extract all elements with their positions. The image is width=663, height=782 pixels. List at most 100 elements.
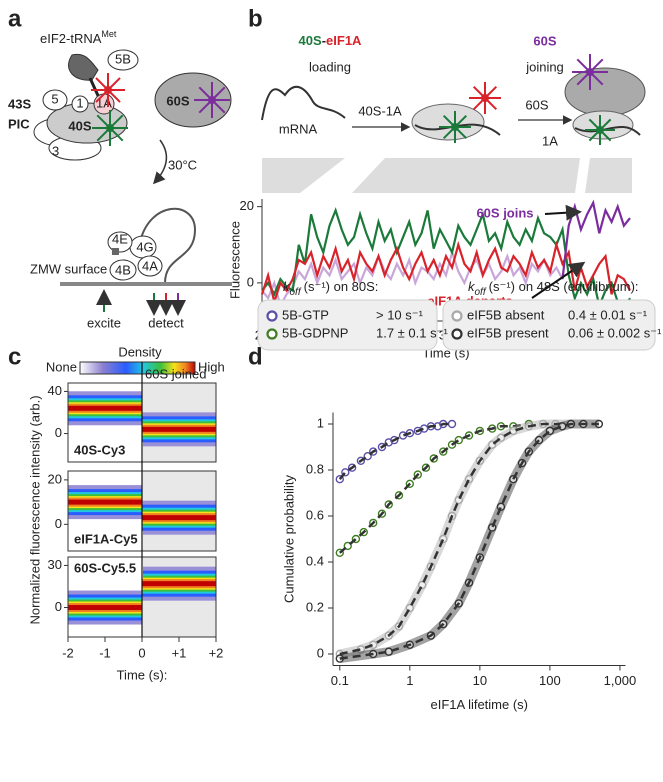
star-icon — [451, 123, 459, 131]
density-band — [142, 426, 216, 432]
star-icon — [586, 68, 594, 76]
y-tick-label: 0 — [55, 516, 62, 531]
panel-label: d — [248, 343, 263, 370]
density-band — [142, 581, 216, 587]
legend-marker — [451, 328, 463, 340]
density-band — [68, 605, 142, 611]
eif2-shape — [68, 53, 99, 81]
diagram-title: - — [322, 33, 326, 48]
legend-marker — [451, 310, 463, 322]
ribosome-40s — [572, 110, 634, 140]
factor-label: 5 — [51, 91, 58, 106]
y-axis-title: Cumulative probability — [281, 475, 296, 603]
y-tick-label: 0 — [247, 274, 254, 289]
legend-title: k — [468, 279, 476, 294]
connector — [585, 158, 632, 193]
legend-title: off — [290, 287, 302, 298]
ribosome-60s — [564, 67, 646, 117]
y-tick-label: 40 — [48, 383, 62, 398]
y-axis-title: Fluorescence — [227, 221, 242, 299]
arrow — [152, 139, 168, 185]
panel-label: c — [8, 343, 21, 370]
diagram-title: 60S — [533, 33, 556, 48]
subplot-label: eIF1A-Cy5 — [74, 531, 138, 546]
y-tick-label: 0.6 — [306, 507, 324, 522]
x-tick-label: 1,000 — [604, 673, 637, 688]
diagram-a: eIF2-tRNAMet 5B 3 40S 5 1 1A 43S PIC 60S… — [8, 29, 232, 330]
mrna — [574, 125, 641, 136]
data-band — [339, 419, 599, 664]
x-tick-label: +1 — [172, 645, 187, 660]
colorbar-label: High — [198, 359, 225, 374]
x-axis-title: Time (s): — [117, 667, 168, 682]
factor — [107, 231, 133, 253]
x-tick-label: 0 — [138, 645, 145, 660]
x-tick-label: 100 — [539, 673, 561, 688]
diagram-label: Met — [101, 29, 117, 39]
diagram-b: 40S-eIF1A loading 60S joining mRNA 40S-1… — [261, 33, 646, 193]
legend-title: (s⁻¹) on 48S (equilibrium): — [489, 279, 639, 294]
x-tick-label: -1 — [99, 645, 111, 660]
y-tick-label: 0 — [55, 599, 62, 614]
y-tick-label: 0 — [317, 645, 324, 660]
diagram-label: ZMW surface — [30, 261, 107, 276]
legend-title: koff (s⁻¹) on 80S: — [283, 279, 378, 297]
star-icon — [106, 124, 114, 132]
x-tick-label: +2 — [209, 645, 224, 660]
mrna — [261, 85, 346, 121]
factor-label: 4G — [136, 239, 153, 254]
legend-title: koff (s⁻¹) on 48S (equilibrium): — [468, 279, 639, 297]
legend-rate: 0.4 ± 0.01 s⁻¹ — [568, 307, 648, 322]
legend-rate: > 10 s⁻¹ — [376, 307, 424, 322]
fit-line — [338, 422, 452, 480]
legend-rate: 1.7 ± 0.1 s⁻¹ — [376, 325, 448, 340]
data-point — [384, 647, 393, 656]
colorbar-title: Density — [118, 344, 162, 359]
diagram-label: 1A — [542, 133, 558, 148]
legend-label: 5B-GTP — [282, 307, 329, 322]
diagram-label: 43S — [8, 96, 31, 111]
diagram-label: 30°C — [168, 157, 197, 172]
star-icon — [208, 96, 216, 104]
y-tick-label: 0.4 — [306, 553, 324, 568]
connector — [352, 158, 580, 193]
annotation-arrow — [531, 261, 586, 299]
diagram-title: joining — [525, 59, 564, 74]
legend-title: k — [283, 279, 291, 294]
y-tick-label: 0.8 — [306, 461, 324, 476]
annotation: 60S joined — [145, 366, 206, 381]
legend-title: (s⁻¹) on 80S: — [304, 279, 379, 294]
mrna — [139, 207, 197, 284]
legend-label: 5B-GDPNP — [282, 325, 348, 340]
factor — [71, 95, 89, 113]
x-tick-label: -2 — [62, 645, 74, 660]
y-tick-label: 0.2 — [306, 599, 324, 614]
colorbar-label: None — [46, 359, 77, 374]
density-band — [142, 515, 216, 521]
diagram-label: PIC — [8, 116, 30, 131]
diagram-label: 60S — [525, 97, 548, 112]
diagram-title: eIF1A — [326, 33, 362, 48]
diagram-label: detect — [148, 315, 184, 330]
factor-label: 4E — [112, 231, 128, 246]
y-tick-label: 30 — [48, 557, 62, 572]
panel-label: b — [248, 5, 263, 32]
factor-label: 1A — [96, 95, 112, 110]
diagram-label: eIF2-tRNAMet — [40, 29, 117, 46]
x-tick-label: 10 — [473, 673, 487, 688]
subplot-label: 60S-Cy5.5 — [74, 560, 136, 575]
fit-line — [339, 422, 571, 656]
legend-rate: 0.06 ± 0.002 s⁻¹ — [568, 325, 662, 340]
x-tick-label: 1 — [406, 673, 413, 688]
data-line — [260, 240, 631, 307]
diagram-label: mRNA — [279, 121, 318, 136]
factor-label: 5B — [115, 51, 131, 66]
factor-label: 4A — [142, 258, 158, 273]
star-icon — [481, 94, 489, 102]
label-bg — [71, 531, 143, 549]
legend-label: eIF5B absent — [467, 307, 545, 322]
legend-marker — [266, 328, 278, 340]
ribosome-40s — [411, 103, 485, 141]
factor — [137, 255, 163, 277]
x-axis-title: eIF1A lifetime (s) — [430, 697, 528, 712]
